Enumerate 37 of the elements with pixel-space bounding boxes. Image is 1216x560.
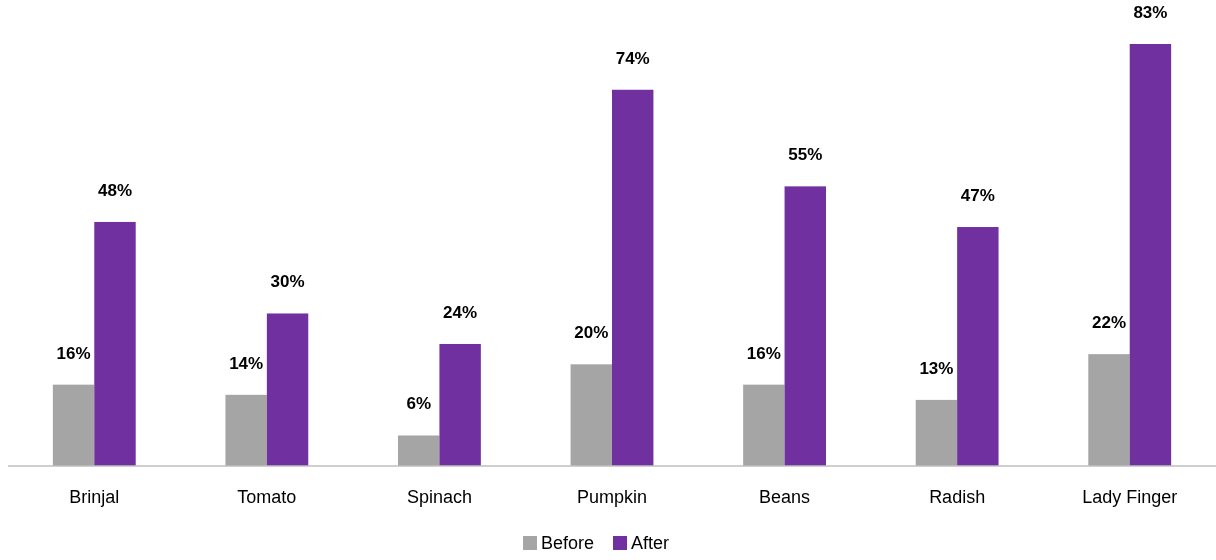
data-label: 22% (1091, 313, 1127, 333)
bar (266, 313, 309, 466)
data-label: 14% (229, 353, 264, 373)
data-label: 20% (574, 323, 609, 343)
bar (225, 394, 267, 466)
bar (915, 399, 958, 466)
bar (439, 343, 481, 466)
data-label: 74% (615, 48, 650, 68)
bar (570, 364, 612, 466)
x-tick-label: Radish (929, 487, 986, 507)
data-label: 55% (788, 145, 823, 165)
legend-label: After (631, 533, 670, 553)
data-label: 16% (56, 343, 91, 363)
bar (94, 221, 136, 466)
data-label: 83% (1133, 3, 1168, 22)
x-tick-label: Spinach (406, 487, 472, 507)
data-label: 47% (960, 186, 995, 206)
x-tick-label: Brinjal (69, 487, 120, 507)
bar (784, 186, 826, 466)
bar (612, 89, 654, 466)
x-tick-label: Lady Finger (1082, 487, 1178, 507)
bar (1088, 354, 1130, 466)
data-label: 6% (406, 394, 432, 414)
x-tick-label: Tomato (237, 487, 297, 507)
x-tick-label: Pumpkin (576, 487, 648, 507)
data-label: 16% (746, 343, 781, 363)
bar (957, 227, 999, 466)
bar (52, 384, 95, 466)
bar (743, 384, 785, 466)
bar (1129, 44, 1172, 466)
data-label: 24% (443, 302, 478, 322)
bar (398, 435, 440, 466)
x-tick-label: Beans (759, 487, 811, 507)
legend-label: Before (541, 533, 595, 553)
data-label: 30% (270, 272, 305, 292)
data-label: 13% (919, 358, 954, 378)
data-label: 48% (97, 180, 133, 200)
